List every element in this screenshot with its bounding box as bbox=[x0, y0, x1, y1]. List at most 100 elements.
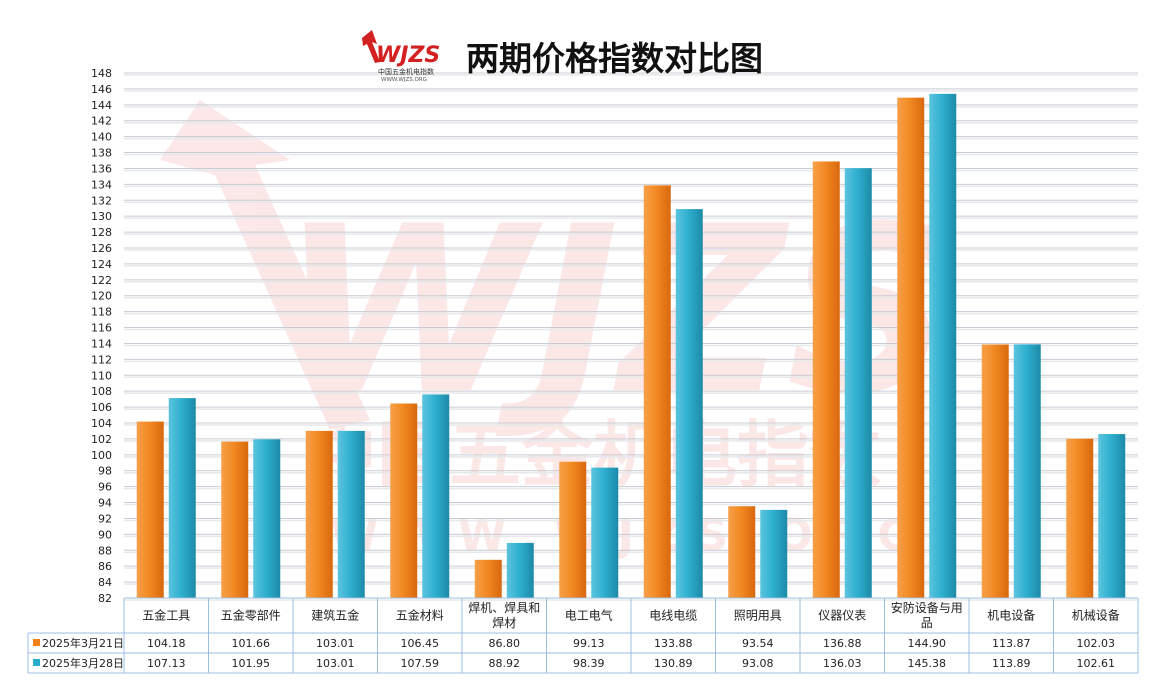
table-value: 101.95 bbox=[232, 657, 271, 670]
table-value: 98.39 bbox=[573, 657, 605, 670]
legend-label-series2: 2025年3月28日 bbox=[42, 656, 124, 670]
bar-series2-3 bbox=[337, 430, 365, 598]
table-value: 130.89 bbox=[654, 657, 693, 670]
y-tick-label: 128 bbox=[91, 226, 112, 239]
y-tick-label: 114 bbox=[91, 337, 112, 350]
y-tick-label: 82 bbox=[98, 592, 112, 605]
category-label: 品 bbox=[921, 616, 933, 630]
table-value: 136.88 bbox=[823, 637, 862, 650]
bar-series2-10 bbox=[929, 93, 957, 598]
category-label: 照明用具 bbox=[734, 609, 782, 623]
bar-series2-2 bbox=[253, 439, 281, 598]
bar-series2-4 bbox=[422, 394, 450, 598]
y-tick-label: 94 bbox=[98, 497, 112, 510]
category-label: 五金材料 bbox=[396, 608, 444, 623]
category-label: 五金工具 bbox=[142, 608, 190, 623]
chart-title: 两期价格指数对比图 bbox=[466, 39, 763, 78]
table-value: 136.03 bbox=[823, 657, 862, 670]
bar-series1-3 bbox=[305, 430, 333, 598]
bar-series1-5 bbox=[474, 559, 502, 598]
category-label: 电线电缆 bbox=[649, 609, 697, 623]
table-value: 145.38 bbox=[908, 657, 947, 670]
y-tick-label: 96 bbox=[98, 481, 112, 494]
category-label: 机电设备 bbox=[987, 609, 1035, 623]
table-value: 102.03 bbox=[1077, 637, 1116, 650]
y-tick-label: 112 bbox=[91, 353, 112, 366]
legend-label-series1: 2025年3月21日 bbox=[42, 636, 124, 650]
bar-series1-2 bbox=[221, 441, 249, 598]
bar-series2-9 bbox=[844, 168, 872, 598]
bar-series1-8 bbox=[728, 506, 756, 598]
bar-series1-10 bbox=[897, 97, 925, 598]
table-value: 144.90 bbox=[908, 637, 947, 650]
y-tick-label: 148 bbox=[91, 67, 112, 80]
table-value: 103.01 bbox=[316, 657, 355, 670]
y-tick-label: 118 bbox=[91, 306, 112, 319]
bars bbox=[136, 93, 1126, 599]
logo-subtitle: 中国五金机电指数 bbox=[378, 67, 434, 76]
bar-series2-7 bbox=[675, 209, 703, 598]
y-tick-label: 120 bbox=[91, 290, 112, 303]
logo-mark: WJZS bbox=[376, 43, 440, 68]
table-value: 86.80 bbox=[489, 637, 521, 650]
y-tick-label: 116 bbox=[91, 322, 112, 335]
y-tick-label: 86 bbox=[98, 560, 112, 573]
category-label: 焊机、焊具和 bbox=[468, 600, 540, 615]
y-tick-label: 138 bbox=[91, 147, 112, 160]
table-value: 88.92 bbox=[489, 657, 521, 670]
bar-series1-6 bbox=[559, 461, 587, 598]
y-tick-label: 84 bbox=[98, 576, 112, 589]
y-tick-label: 144 bbox=[91, 99, 112, 112]
table-value: 104.18 bbox=[147, 637, 186, 650]
legend-swatch-series1 bbox=[33, 639, 40, 646]
category-label: 机械设备 bbox=[1072, 608, 1120, 623]
bar-series2-6 bbox=[591, 467, 619, 598]
table-value: 107.13 bbox=[147, 657, 186, 670]
y-tick-label: 136 bbox=[91, 162, 112, 175]
logo: WJZS 中国五金机电指数 WWW.WJZS.ORG bbox=[362, 30, 440, 83]
bar-series2-8 bbox=[760, 509, 788, 598]
table-value: 93.08 bbox=[742, 657, 774, 670]
y-tick-label: 100 bbox=[91, 449, 112, 462]
y-tick-label: 130 bbox=[91, 210, 112, 223]
category-label: 电工电气 bbox=[565, 608, 613, 623]
watermark-arrow-icon bbox=[160, 100, 370, 430]
legend-swatch-series2 bbox=[33, 659, 40, 666]
table-value: 102.61 bbox=[1077, 657, 1116, 670]
y-tick-label: 108 bbox=[91, 385, 112, 398]
y-tick-label: 88 bbox=[98, 544, 112, 557]
logo-url: WWW.WJZS.ORG bbox=[381, 77, 427, 83]
bar-series2-12 bbox=[1098, 434, 1126, 598]
y-tick-label: 146 bbox=[91, 83, 112, 96]
y-tick-label: 110 bbox=[91, 369, 112, 382]
y-tick-label: 90 bbox=[98, 528, 112, 541]
y-tick-label: 98 bbox=[98, 465, 112, 478]
y-tick-label: 102 bbox=[91, 433, 112, 446]
bar-series2-5 bbox=[506, 542, 534, 598]
category-label: 仪器仪表 bbox=[818, 609, 866, 623]
table-value: 107.59 bbox=[401, 657, 440, 670]
y-tick-label: 140 bbox=[91, 131, 112, 144]
logo-arrow-icon bbox=[362, 30, 380, 63]
bar-series1-12 bbox=[1066, 438, 1094, 598]
table-value: 101.66 bbox=[232, 637, 271, 650]
table-value: 93.54 bbox=[742, 637, 774, 650]
y-tick-label: 92 bbox=[98, 512, 112, 525]
category-label: 安防设备与用 bbox=[891, 600, 963, 615]
category-label: 五金零部件 bbox=[221, 608, 281, 623]
y-tick-label: 122 bbox=[91, 274, 112, 287]
table-value: 133.88 bbox=[654, 637, 693, 650]
bar-series2-1 bbox=[168, 398, 196, 598]
y-axis-ticks: 82 84 86 88 90 92 94 96 98 100 102 104 106 108 110 112 1… bbox=[91, 67, 112, 605]
bar-series1-9 bbox=[812, 161, 840, 599]
table-value: 99.13 bbox=[573, 637, 605, 650]
y-tick-label: 134 bbox=[91, 178, 112, 191]
bar-series1-4 bbox=[390, 403, 418, 598]
y-tick-label: 106 bbox=[91, 401, 112, 414]
y-tick-label: 142 bbox=[91, 115, 112, 128]
table-value: 113.89 bbox=[992, 657, 1031, 670]
category-label: 建筑五金 bbox=[311, 608, 359, 623]
y-tick-label: 126 bbox=[91, 242, 112, 255]
